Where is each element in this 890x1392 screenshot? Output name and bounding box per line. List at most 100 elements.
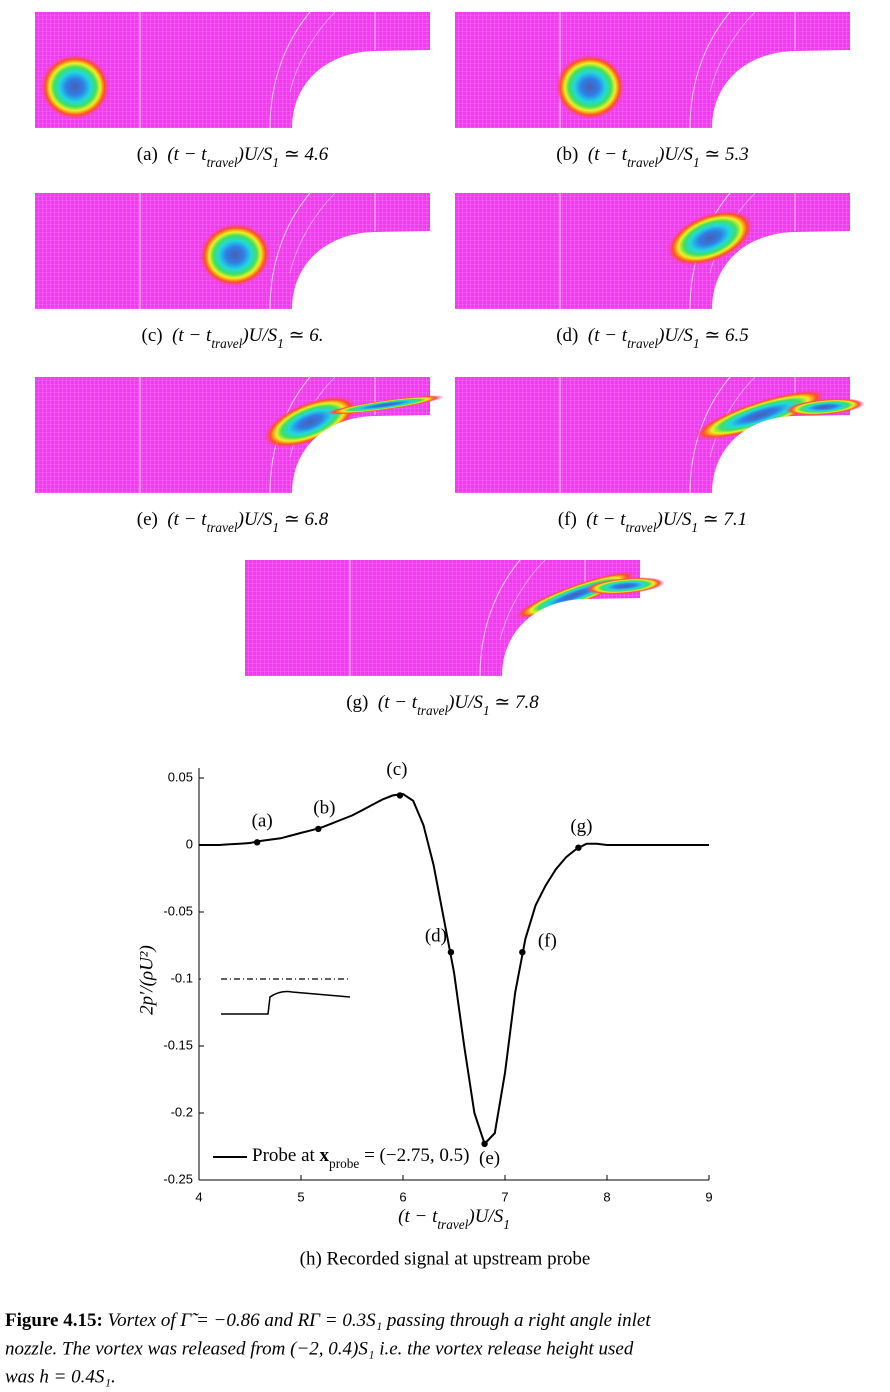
subscript: travel <box>626 520 657 535</box>
wall <box>712 231 850 309</box>
math-part: )U/S <box>447 692 483 713</box>
panel-caption: (e) (t − ttravel)U/S1 ≃ 6.8 <box>137 509 329 534</box>
x-tick-label: 9 <box>705 1189 712 1204</box>
mesh-arc <box>709 11 756 93</box>
mesh-arc <box>269 11 311 129</box>
snapshot <box>455 11 850 129</box>
math-part: )U/S <box>241 325 277 346</box>
figure-number: Figure 4.15: <box>5 1310 103 1331</box>
panel-caption: (c) (t − ttravel)U/S1 ≃ 6. <box>142 325 324 350</box>
math-part: (t − t <box>378 692 418 713</box>
math-part: )U/S <box>657 144 693 165</box>
snapshot <box>35 376 445 494</box>
math-part: (t − t <box>167 144 207 165</box>
vortex <box>199 222 271 288</box>
snapshot <box>245 559 665 677</box>
y-tick-label: 0.05 <box>168 769 193 784</box>
vortex <box>693 389 827 441</box>
caption-line: nozzle. The vortex was released from (−2… <box>5 1338 634 1359</box>
x-tick-label: 7 <box>501 1189 508 1204</box>
caption-line: Vortex of Γ̃ = −0.86 and RΓ = 0.3S₁ pass… <box>108 1310 652 1331</box>
vortex <box>785 398 865 416</box>
mesh-arc <box>689 11 731 129</box>
marker <box>396 792 404 799</box>
subscript: 1 <box>272 155 279 170</box>
vortex <box>585 577 665 595</box>
y-axis-label: 2p′/(ρU²) <box>136 945 157 1015</box>
marker-label: (b) <box>313 797 335 818</box>
subscript: 1 <box>693 336 700 351</box>
math-part: ≃ 6.5 <box>700 325 749 346</box>
math-part: (t − t <box>588 144 628 165</box>
marker-label: (a) <box>252 811 273 832</box>
panel-label: (a) <box>137 144 158 165</box>
y-tick-label: -0.05 <box>163 903 193 918</box>
vortex <box>555 54 625 120</box>
marker-label: (e) <box>479 1148 500 1169</box>
chart-caption: (h) Recorded signal at upstream probe <box>300 1248 591 1269</box>
marker <box>519 949 526 956</box>
panel-caption: (f) (t − ttravel)U/S1 ≃ 7.1 <box>558 509 747 534</box>
subscript: travel <box>627 155 658 170</box>
mesh-arc <box>479 559 521 677</box>
panel-caption: (a) (t − ttravel)U/S1 ≃ 4.6 <box>137 144 329 169</box>
subscript: travel <box>437 1217 468 1232</box>
vortex <box>263 395 357 449</box>
math-part: )U/S <box>237 144 273 165</box>
panel-label: (g) <box>346 692 368 713</box>
panel-math: (t − ttravel)U/S1 ≃ 7.8 <box>378 692 539 717</box>
math-part: ≃ 5.3 <box>700 144 749 165</box>
marker <box>481 1140 488 1148</box>
math-part: (t − t <box>398 1206 438 1227</box>
panel-label: (e) <box>137 509 158 530</box>
x-tick-label: 6 <box>399 1189 406 1204</box>
math-part: ≃ 6. <box>284 325 324 346</box>
subscript: travel <box>211 336 242 351</box>
wall <box>292 231 430 309</box>
x-tick-label: 5 <box>297 1189 304 1204</box>
panel-caption: (d) (t − ttravel)U/S1 ≃ 6.5 <box>556 325 749 350</box>
vortex <box>666 209 754 267</box>
inset-line <box>221 990 351 1015</box>
panel-label: (d) <box>556 325 578 346</box>
wall <box>712 50 850 128</box>
panel-math: (t − ttravel)U/S1 ≃ 5.3 <box>588 144 749 169</box>
line <box>199 793 709 1146</box>
subscript: travel <box>627 336 658 351</box>
marker <box>447 949 455 956</box>
x-tick-label: 4 <box>195 1189 202 1204</box>
math-part: )U/S <box>657 325 693 346</box>
math-part: )U/S <box>467 1206 503 1227</box>
vortex <box>325 395 445 415</box>
y-tick-label: -0.25 <box>163 1171 193 1186</box>
caption-line: was h = 0.4S₁. <box>5 1366 116 1387</box>
subscript: 1 <box>483 703 490 718</box>
legend-part: probe <box>329 1156 359 1171</box>
legend-label: Probe at xprobe = (−2.75, 0.5) <box>252 1145 469 1170</box>
subscript: 1 <box>503 1217 510 1232</box>
panel-math: (t − ttravel)U/S1 ≃ 6.5 <box>588 325 749 350</box>
marker <box>315 825 322 833</box>
snapshot <box>455 192 850 310</box>
marker <box>253 839 261 846</box>
marker-label: (c) <box>386 759 407 780</box>
x-tick-label: 8 <box>603 1189 610 1204</box>
subscript: travel <box>207 155 238 170</box>
marker-label: (g) <box>570 816 592 837</box>
subscript: 1 <box>277 336 284 351</box>
snapshot <box>455 376 865 494</box>
snapshot <box>35 192 430 310</box>
marker-label: (d) <box>425 926 447 947</box>
math-part: (t − t <box>172 325 212 346</box>
wall <box>292 50 430 128</box>
legend-part: = (−2.75, 0.5) <box>359 1145 469 1166</box>
math-part: ≃ 7.1 <box>698 509 747 530</box>
figure-caption: Figure 4.15: Vortex of Γ̃ = −0.86 and RΓ… <box>5 1310 651 1331</box>
legend-part: Probe at <box>252 1145 320 1166</box>
panel-math: (t − ttravel)U/S1 ≃ 7.1 <box>586 509 747 534</box>
mesh-arc <box>499 559 546 641</box>
math-part: ≃ 4.6 <box>279 144 329 165</box>
mesh-arc <box>289 11 336 93</box>
wall <box>292 415 430 493</box>
wall <box>502 598 640 676</box>
